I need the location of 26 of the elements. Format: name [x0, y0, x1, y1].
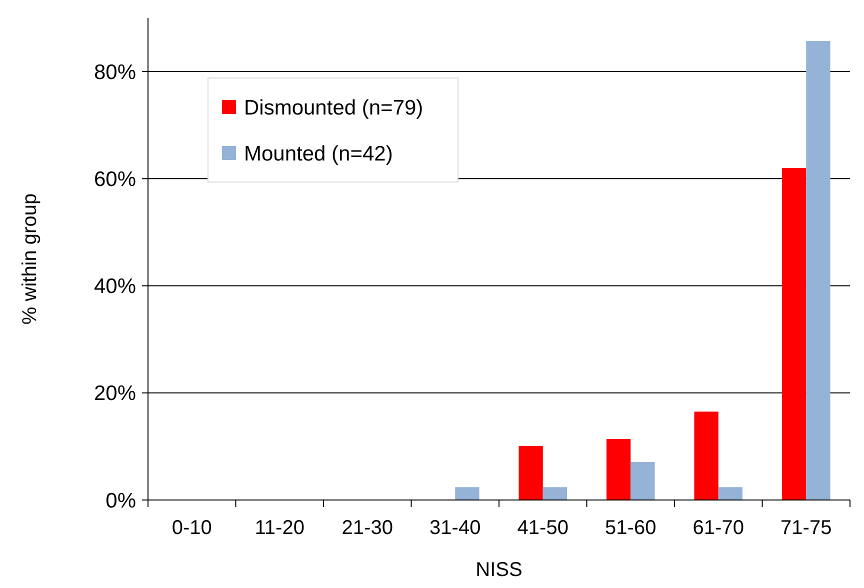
x-tick-label: 21-30 [342, 517, 393, 539]
legend-label: Mounted (n=42) [244, 142, 393, 166]
x-tick-label: 11-20 [254, 517, 304, 539]
y-tick-label: 80% [94, 60, 136, 84]
bar [782, 168, 806, 500]
x-tick-label: 0-10 [172, 517, 212, 539]
y-tick-label: 20% [94, 382, 136, 406]
x-tick-label: 41-50 [517, 517, 568, 539]
y-tick-label: 60% [94, 168, 136, 192]
bar [718, 487, 743, 500]
bar [455, 487, 480, 500]
x-tick-label: 61-70 [692, 517, 744, 539]
bar [542, 487, 568, 500]
bar [806, 41, 830, 500]
x-axis-title: NISS [476, 559, 522, 581]
bar [518, 446, 543, 500]
y-tick-label: 0% [106, 489, 136, 512]
x-tick-label: 51-60 [605, 517, 656, 539]
y-axis-title: % within group [19, 193, 41, 325]
y-tick-label: 40% [94, 275, 136, 298]
bar [630, 462, 655, 500]
x-tick-label: 31-40 [430, 517, 481, 539]
bar [694, 412, 718, 500]
x-tick-label: 71-75 [780, 517, 832, 539]
bar [606, 438, 631, 500]
legend-label: Dismounted (n=79) [244, 96, 424, 120]
